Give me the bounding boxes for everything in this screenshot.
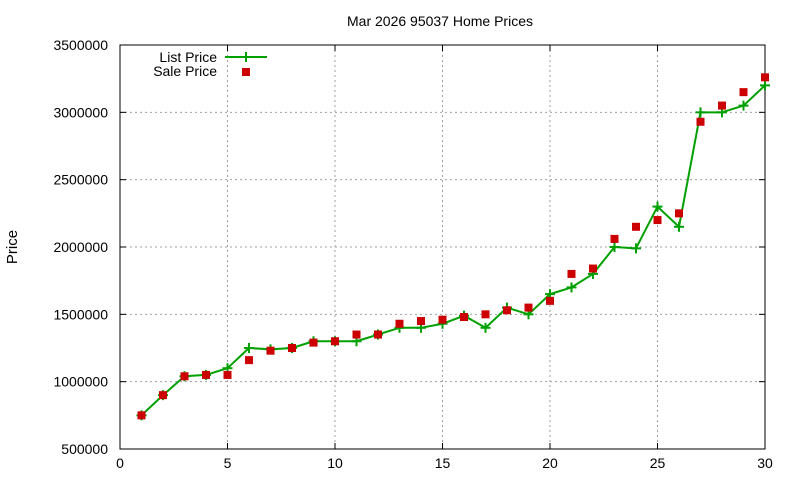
x-tick-label: 5: [224, 455, 232, 471]
legend-label-sale-price: Sale Price: [153, 63, 217, 79]
sale-price-point: [202, 370, 210, 379]
sale-price-point: [524, 303, 533, 312]
list-price-point: [695, 107, 706, 118]
legend-marker-list-price: [241, 52, 251, 62]
sale-price-point: [223, 370, 232, 379]
sale-price-point: [374, 330, 382, 339]
sale-price-point: [288, 344, 296, 352]
x-tick-label: 25: [650, 455, 666, 471]
list-price-point: [609, 242, 620, 252]
list-price-point: [738, 100, 749, 111]
list-price-line: [140, 84, 766, 417]
sale-price-point: [761, 73, 769, 82]
grid-lines: [120, 45, 765, 449]
sale-price-point: [137, 411, 146, 420]
x-tick-label: 30: [757, 455, 773, 471]
sale-price-point: [589, 264, 597, 273]
list-price-point: [480, 322, 491, 333]
sale-price-point: [460, 313, 468, 322]
sale-price-point: [675, 209, 683, 218]
sale-price-point: [739, 88, 748, 97]
y-tick-label: 500000: [61, 441, 108, 457]
sale-price-point: [395, 319, 404, 328]
sale-price-point: [180, 372, 189, 381]
y-tick-label: 3000000: [53, 104, 108, 120]
data-series: [136, 73, 770, 421]
y-tick-label: 1000000: [53, 374, 108, 390]
sale-price-point: [610, 234, 619, 243]
sale-price-point: [159, 391, 167, 400]
sale-price-point: [481, 310, 490, 319]
sale-price-point: [567, 269, 576, 278]
sale-price-point: [266, 346, 275, 355]
x-tick-label: 0: [116, 455, 124, 471]
y-tick-label: 2000000: [53, 239, 108, 255]
sale-price-point: [653, 216, 662, 225]
y-tick-label: 2500000: [53, 172, 108, 188]
sale-price-point: [696, 117, 705, 126]
y-axis-label: Price: [4, 230, 21, 264]
list-price-point: [631, 243, 641, 254]
sale-price-point: [245, 356, 253, 365]
sale-price-point: [417, 317, 425, 326]
sale-price-point: [309, 338, 318, 347]
axis-ticks: 0 5 10 15 20 25 30 500000 1000000 1500000 2000000 2…: [53, 37, 773, 471]
sale-price-point: [331, 337, 339, 346]
list-price-point: [566, 282, 577, 293]
sale-price-point: [438, 315, 447, 324]
list-price-point: [760, 80, 770, 91]
sale-price-point: [503, 306, 511, 315]
y-tick-label: 1500000: [53, 306, 108, 322]
list-price-point: [652, 201, 663, 212]
y-tick-label: 3500000: [53, 37, 108, 53]
legend-label-list-price: List Price: [159, 49, 217, 65]
chart-title: Mar 2026 95037 Home Prices: [347, 13, 533, 29]
sale-price-point: [546, 296, 554, 305]
list-price-point: [244, 343, 254, 353]
sale-price-point: [632, 222, 640, 231]
sale-price-point: [352, 330, 361, 339]
list-price-point: [674, 221, 684, 232]
x-tick-label: 15: [435, 455, 451, 471]
sale-price-point: [718, 101, 726, 110]
x-tick-label: 20: [542, 455, 558, 471]
x-tick-label: 10: [327, 455, 343, 471]
legend-marker-sale-price: [242, 68, 250, 76]
legend: List Price Sale Price: [153, 49, 267, 79]
